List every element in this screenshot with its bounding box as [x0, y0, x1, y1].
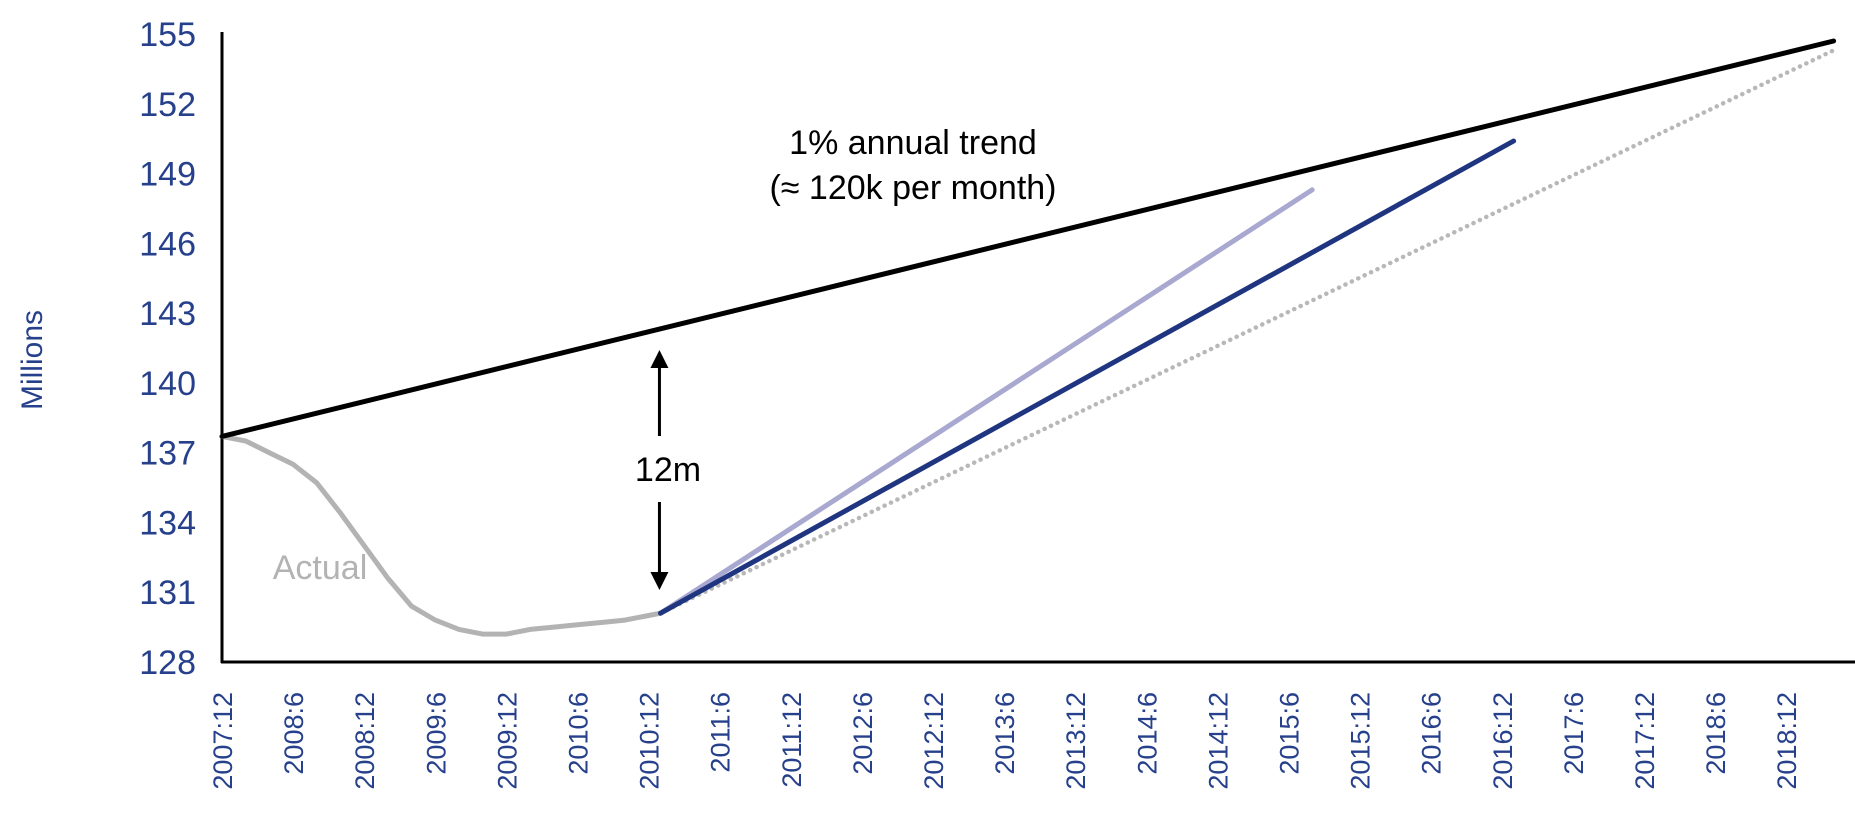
x-tick-label: 2013:12: [1061, 692, 1091, 790]
x-tick-label: 2012:6: [848, 692, 878, 775]
y-tick-labels: 155 152 149 146 143 140 137 134 131 128: [139, 16, 196, 682]
x-tick-label: 2009:12: [492, 692, 522, 790]
actual-series-label: Actual: [273, 549, 368, 587]
gap-arrow-head-down: [650, 572, 669, 590]
gap-label: 12m: [635, 451, 701, 489]
axes: [220, 32, 1855, 664]
x-tick-label: 2010:12: [635, 692, 665, 790]
x-tick-label: 2012:12: [919, 692, 949, 790]
x-tick-labels: 2007:12 2008:6 2008:12 2009:6 2009:12 2010:6 2…: [208, 692, 1802, 790]
series-line-2: [658, 187, 1315, 616]
series-lines: [219, 38, 1837, 637]
x-tick-label: 2008:12: [350, 692, 380, 790]
x-tick-label: 2016:6: [1417, 692, 1447, 775]
x-tick-label: 2013:6: [990, 692, 1020, 775]
x-tick-label: 2011:6: [706, 692, 736, 773]
y-tick-label: 140: [139, 365, 196, 403]
trend-label-line2: (≈ 120k per month): [769, 169, 1056, 207]
y-tick-label: 134: [139, 504, 196, 542]
x-tick-label: 2015:12: [1346, 692, 1376, 790]
x-tick-label: 2017:6: [1559, 692, 1589, 775]
x-tick-label: 2018:6: [1701, 692, 1731, 775]
x-tick-label: 2008:6: [279, 692, 309, 775]
x-tick-label: 2018:12: [1772, 692, 1802, 790]
gap-arrow: [650, 350, 669, 590]
x-tick-label: 2015:6: [1275, 692, 1305, 775]
y-tick-label: 155: [139, 16, 196, 54]
series-line-4: [658, 48, 1836, 616]
y-tick-label: 143: [139, 295, 196, 333]
x-tick-label: 2007:12: [208, 692, 238, 790]
x-tick-label: 2016:12: [1488, 692, 1518, 790]
trend-label-line1: 1% annual trend: [789, 124, 1037, 162]
series-line-3: [658, 138, 1517, 616]
series-line-1: [219, 433, 663, 637]
y-tick-label: 149: [139, 156, 196, 194]
y-axis-label: Millions: [16, 310, 49, 410]
y-tick-label: 146: [139, 225, 196, 263]
gap-arrow-head-up: [650, 350, 669, 368]
x-tick-label: 2011:12: [777, 692, 807, 788]
x-tick-label: 2014:12: [1203, 692, 1233, 790]
series-line-0: [219, 38, 1837, 439]
x-tick-label: 2009:6: [421, 692, 451, 775]
x-tick-label: 2010:6: [564, 692, 594, 775]
y-tick-label: 137: [139, 435, 196, 473]
y-tick-label: 152: [139, 86, 196, 124]
y-tick-label: 131: [139, 574, 196, 612]
x-tick-label: 2014:6: [1132, 692, 1162, 775]
y-tick-label: 128: [139, 644, 196, 682]
x-tick-label: 2017:12: [1630, 692, 1660, 790]
